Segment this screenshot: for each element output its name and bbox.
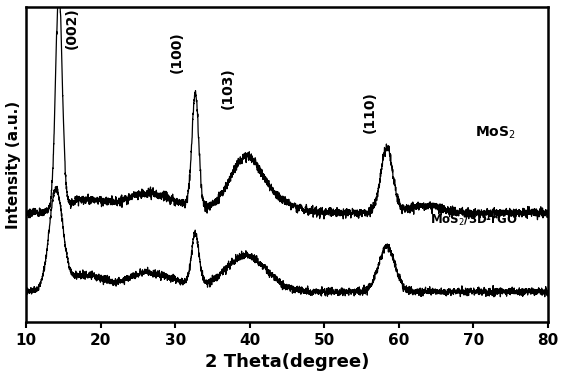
Text: MoS$_2$/3D-rGO: MoS$_2$/3D-rGO <box>430 213 517 228</box>
Text: (002): (002) <box>64 7 78 49</box>
Text: (110): (110) <box>363 91 376 133</box>
Text: (100): (100) <box>170 31 184 73</box>
Y-axis label: Intensity (a.u.): Intensity (a.u.) <box>6 101 20 229</box>
X-axis label: 2 Theta(degree): 2 Theta(degree) <box>205 354 369 371</box>
Text: (103): (103) <box>221 67 235 109</box>
Text: MoS$_2$: MoS$_2$ <box>475 125 516 141</box>
